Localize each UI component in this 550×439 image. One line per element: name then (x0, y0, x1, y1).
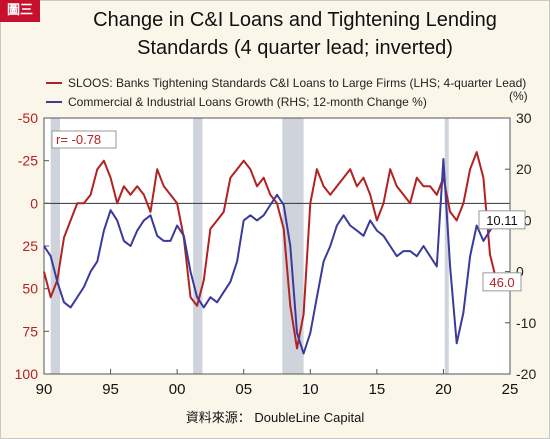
right-tick-label-5: -20 (516, 366, 536, 382)
source-note: 資料來源： DoubleLine Capital (185, 410, 365, 425)
left-tick-label-2: 0 (30, 195, 38, 211)
correlation-annotation: r= -0.78 (56, 132, 101, 147)
chart-legend: SLOOS: Banks Tightening Standards C&I Lo… (46, 73, 526, 111)
left-tick-label-5: 75 (22, 323, 38, 339)
right-tick-label-3: 0 (516, 264, 524, 280)
legend-swatch-sloos (46, 81, 62, 84)
end-label-box-0 (482, 272, 522, 292)
recession-band-2 (282, 118, 304, 374)
end-label-1: 10.11 (486, 213, 518, 228)
chart-title-line-2: Standards (4 quarter lead; inverted) (137, 37, 453, 59)
left-tick-label-3: 25 (22, 238, 38, 254)
recession-band-3 (444, 118, 449, 374)
x-tick-label-4: 10 (302, 381, 319, 398)
x-tick-label-0: 90 (36, 381, 53, 398)
right-axis-unit: (%) (509, 89, 528, 103)
left-tick-label-1: -25 (18, 153, 38, 169)
left-tick-label-6: 100 (15, 366, 39, 382)
x-tick-label-3: 05 (235, 381, 252, 398)
figure-badge: 圖三 (0, 0, 40, 22)
end-label-box-1 (478, 210, 526, 230)
legend-item-sloos: SLOOS: Banks Tightening Standards C&I Lo… (46, 73, 526, 92)
right-tick-label-1: 20 (516, 161, 532, 177)
x-tick-label-5: 15 (369, 381, 386, 398)
legend-swatch-ci (46, 100, 62, 103)
chart-title: Change in C&I Loans and Tightening Lendi… (40, 6, 550, 62)
chart-title-line-1: Change in C&I Loans and Tightening Lendi… (93, 9, 497, 31)
right-tick-label-4: -10 (516, 315, 536, 331)
series-line-ci (43, 158, 498, 355)
correlation-box (51, 130, 117, 149)
legend-label-ci: Commercial & Industrial Loans Growth (RH… (68, 94, 427, 109)
right-tick-label-0: 30 (516, 110, 532, 126)
recession-band-0 (50, 118, 60, 374)
x-tick-label-7: 25 (502, 381, 519, 398)
left-tick-label-0: -50 (18, 110, 38, 126)
series-line-sloos (43, 151, 498, 350)
left-tick-label-4: 50 (22, 281, 38, 297)
x-tick-label-2: 00 (169, 381, 186, 398)
plot-area (44, 118, 510, 374)
end-label-0: 46.0 (489, 275, 514, 290)
legend-item-ci: Commercial & Industrial Loans Growth (RH… (46, 92, 526, 111)
x-tick-label-6: 20 (435, 381, 452, 398)
recession-band-1 (193, 118, 203, 374)
legend-label-sloos: SLOOS: Banks Tightening Standards C&I Lo… (68, 75, 527, 90)
x-tick-label-1: 95 (102, 381, 119, 398)
